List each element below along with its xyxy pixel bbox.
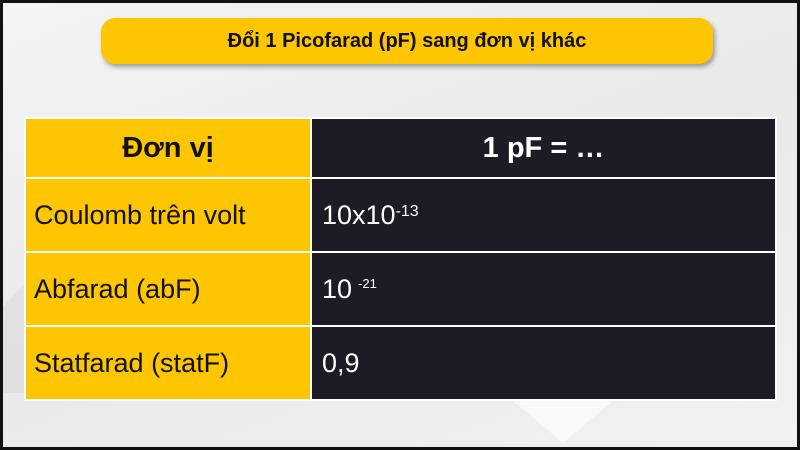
value-exponent: -13 (395, 203, 419, 220)
table-row: Abfarad (abF) 10 -21 (26, 253, 775, 325)
value-cell: 0,9 (312, 327, 775, 399)
table-header-row: Đơn vị 1 pF = … (26, 119, 775, 177)
value-exponent: -21 (358, 275, 377, 291)
title-banner: Đổi 1 Picofarad (pF) sang đơn vị khác (101, 18, 713, 64)
conversion-table: Đơn vị 1 pF = … Coulomb trên volt 10x10-… (24, 117, 777, 401)
value-base: 10 (322, 273, 353, 304)
value-cell: 10x10 -13 (312, 179, 775, 251)
table-row: Statfarad (statF) 0,9 (26, 327, 775, 399)
unit-cell: Abfarad (abF) (26, 253, 310, 325)
table-row: Coulomb trên volt 10x10 -13 (26, 179, 775, 251)
value-base: 0,9 (322, 347, 360, 378)
header-value: 1 pF = … (312, 119, 775, 177)
header-unit: Đơn vị (26, 119, 310, 177)
value-cell: 10 -21 (312, 253, 775, 325)
value-base: 10x10 (322, 199, 396, 230)
unit-cell: Statfarad (statF) (26, 327, 310, 399)
unit-cell: Coulomb trên volt (26, 179, 310, 251)
title-text: Đổi 1 Picofarad (pF) sang đơn vị khác (227, 29, 587, 52)
slide: Đổi 1 Picofarad (pF) sang đơn vị khác Đơ… (3, 3, 797, 447)
